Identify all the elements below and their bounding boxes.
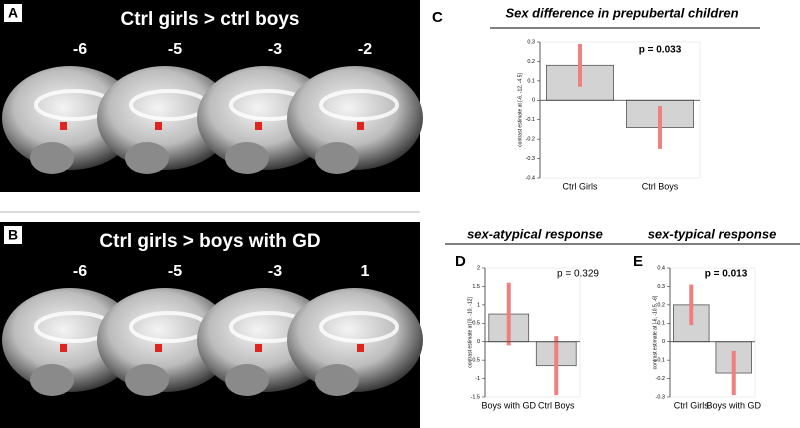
panel-letter: E (633, 253, 643, 270)
panel-letter-box (4, 226, 22, 244)
slice-label: -6 (73, 41, 87, 58)
y-tick-label: -0.3 (526, 156, 535, 162)
cerebellum (125, 142, 169, 174)
panel-title: Ctrl girls > ctrl boys (121, 9, 300, 30)
y-tick-label: 0.4 (657, 265, 665, 271)
activation (255, 344, 262, 352)
y-tick-label: -0.5 (471, 358, 480, 364)
slice-label: -3 (268, 263, 282, 280)
y-tick-label: 0.2 (657, 302, 665, 308)
panel-letter: C (432, 9, 443, 26)
y-tick-label: -0.2 (526, 137, 535, 143)
chart-title: sex-atypical response (467, 226, 603, 241)
activation (357, 344, 364, 352)
activation (255, 122, 262, 130)
annotation: p = 0.033 (639, 45, 682, 56)
cerebellum (315, 364, 359, 396)
activation (60, 344, 67, 352)
chart-title: Sex difference in prepubertal children (505, 5, 738, 20)
y-tick-label: -0.3 (656, 394, 665, 400)
x-tick-label: Boys with GD (706, 400, 761, 410)
y-tick-label: 2 (477, 265, 480, 271)
activation (155, 122, 162, 130)
annotation: p = 0.013 (705, 269, 748, 280)
annotation: p = 0.329 (557, 269, 599, 280)
y-tick-label: -1 (475, 376, 480, 382)
slice-label: -5 (168, 41, 182, 58)
panel-letter: B (8, 227, 18, 243)
slice-label: 1 (361, 263, 370, 280)
cerebellum (315, 142, 359, 174)
activation (357, 122, 364, 130)
y-tick-label: 0 (532, 98, 535, 104)
panel-letter-box (4, 4, 22, 22)
panel-title: Ctrl girls > boys with GD (99, 231, 320, 252)
x-tick-label: Ctrl Boys (642, 181, 679, 191)
corpus-callosum (319, 311, 399, 343)
cerebellum (225, 142, 269, 174)
cerebellum (30, 364, 74, 396)
y-tick-label: 0.1 (527, 78, 535, 84)
y-axis-label: contrast estimate at [-6, -12, -4.5] (517, 73, 523, 147)
panel-letter: D (455, 253, 466, 270)
activation (155, 344, 162, 352)
slice-label: -2 (358, 41, 372, 58)
y-tick-label: 0.5 (472, 321, 480, 327)
x-tick-label: Ctrl Girls (563, 181, 598, 191)
chart-title: sex-typical response (648, 226, 777, 241)
y-axis-label: contrast estimate at [0, -10, -12] (467, 297, 473, 368)
corpus-callosum (319, 89, 399, 121)
y-tick-label: 1 (477, 302, 480, 308)
y-tick-label: 0.3 (657, 284, 665, 290)
y-axis-label: contrast estimate at [-6, -10.5, -6] (652, 295, 658, 369)
y-tick-label: -1.5 (471, 394, 480, 400)
y-tick-label: 0 (477, 339, 480, 345)
x-tick-label: Ctrl Girls (674, 400, 709, 410)
activation (60, 122, 67, 130)
panel-letter: A (8, 5, 18, 21)
y-tick-label: 0 (662, 339, 665, 345)
y-tick-label: -0.1 (656, 358, 665, 364)
cerebellum (30, 142, 74, 174)
slice-label: -6 (73, 263, 87, 280)
x-tick-label: Boys with GD (481, 400, 536, 410)
cerebellum (225, 364, 269, 396)
y-tick-label: -0.4 (526, 175, 535, 181)
slice-label: -3 (268, 41, 282, 58)
y-tick-label: 0.3 (527, 39, 535, 45)
slice-label: -5 (168, 263, 182, 280)
y-tick-label: -0.1 (526, 117, 535, 123)
y-tick-label: 1.5 (472, 284, 480, 290)
y-tick-label: 0.2 (527, 59, 535, 65)
x-tick-label: Ctrl Boys (538, 400, 575, 410)
y-tick-label: 0.1 (657, 321, 665, 327)
cerebellum (125, 364, 169, 396)
y-tick-label: -0.2 (656, 376, 665, 382)
